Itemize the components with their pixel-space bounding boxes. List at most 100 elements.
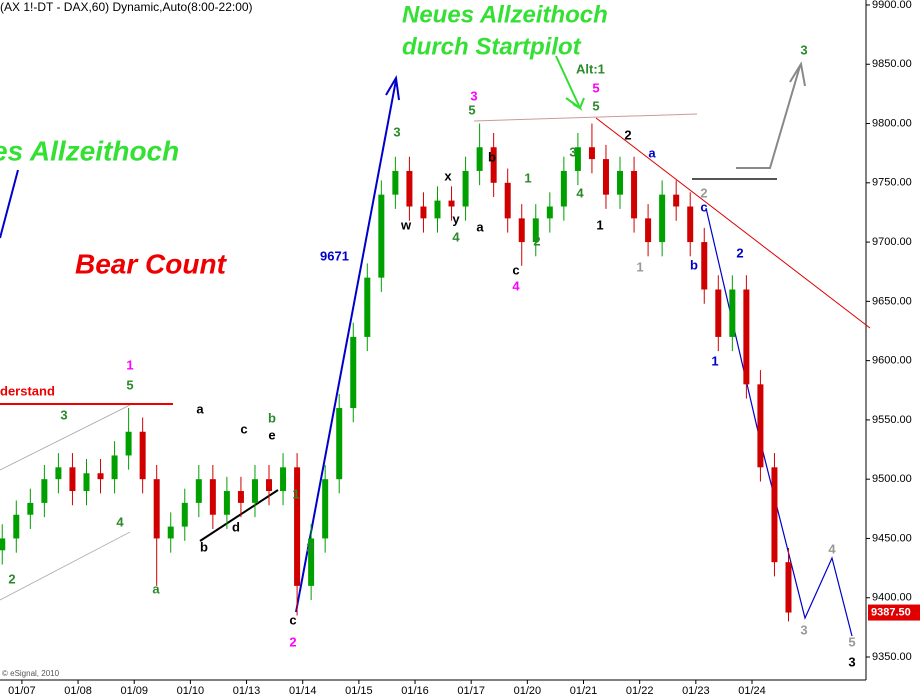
candle-body bbox=[631, 170, 638, 219]
candle-body bbox=[41, 479, 48, 503]
trend-line bbox=[199, 489, 279, 542]
annotation: a bbox=[152, 581, 160, 596]
candle-body bbox=[673, 194, 680, 207]
candle-body bbox=[83, 473, 90, 492]
candle-body bbox=[518, 218, 525, 243]
y-tick-label: 9700.00 bbox=[872, 236, 912, 248]
arrow-head bbox=[789, 61, 806, 87]
candle-body bbox=[785, 562, 792, 613]
x-tick-label: 01/16 bbox=[401, 685, 429, 697]
candle-body bbox=[546, 206, 553, 219]
candle-body bbox=[55, 467, 62, 480]
candle-body bbox=[223, 491, 230, 515]
candle-body bbox=[406, 170, 413, 207]
chart-title: (AX 1!-DT - DAX,60) Dynamic,Auto(8:00-22… bbox=[0, 0, 253, 14]
annotation: e bbox=[268, 427, 275, 442]
candle-body bbox=[617, 170, 624, 195]
channel-line bbox=[0, 531, 131, 601]
annotation: 2 bbox=[306, 539, 313, 554]
candle-body bbox=[476, 147, 483, 171]
x-tick-label: 01/13 bbox=[233, 685, 261, 697]
x-tick-label: 01/15 bbox=[345, 685, 373, 697]
annotation: 3 bbox=[470, 88, 477, 103]
annotation: x bbox=[444, 168, 452, 183]
annotation: 5 bbox=[592, 98, 599, 113]
annotation: 2 bbox=[736, 245, 743, 260]
trend-line bbox=[0, 169, 19, 239]
y-tick-label: 9750.00 bbox=[872, 177, 912, 189]
candle-body bbox=[167, 526, 174, 539]
annotation: 3 bbox=[393, 124, 400, 139]
y-tick-label: 9550.00 bbox=[872, 414, 912, 426]
x-tick-label: 01/09 bbox=[120, 685, 148, 697]
candle-body bbox=[69, 467, 76, 492]
annotation: c bbox=[240, 421, 247, 436]
y-tick-label: 9500.00 bbox=[872, 473, 912, 485]
y-tick-label: 9900.00 bbox=[872, 0, 912, 11]
annotation: es Allzeithoch bbox=[0, 135, 179, 166]
candle-body bbox=[0, 538, 6, 551]
candle-body bbox=[308, 538, 315, 586]
candle-body bbox=[701, 242, 708, 290]
channel-line bbox=[0, 404, 131, 471]
annotation: b bbox=[690, 257, 698, 272]
annotation: 1 bbox=[126, 357, 133, 372]
x-tick-label: 01/21 bbox=[570, 685, 598, 697]
annotation: 1 bbox=[596, 217, 603, 232]
top-line bbox=[473, 113, 698, 122]
x-tick-label: 01/07 bbox=[8, 685, 36, 697]
candle-body bbox=[588, 147, 595, 160]
y-tick-label: 9850.00 bbox=[872, 58, 912, 70]
candle-body bbox=[687, 206, 694, 243]
candle-body bbox=[715, 289, 722, 337]
candle-body bbox=[659, 194, 666, 243]
candle-body bbox=[771, 467, 778, 563]
arrow-head bbox=[572, 97, 585, 110]
annotation: 3 bbox=[848, 654, 855, 669]
annotation: b bbox=[200, 539, 208, 554]
annotation: derstand bbox=[0, 383, 55, 398]
annotation: 3 bbox=[569, 144, 576, 159]
candle-body bbox=[125, 431, 132, 456]
x-tick-label: 01/10 bbox=[177, 685, 205, 697]
candle-body bbox=[490, 147, 497, 183]
annotation: 4 bbox=[116, 514, 124, 529]
projection bbox=[705, 207, 853, 637]
candle-body bbox=[645, 218, 652, 243]
annotation: a bbox=[648, 145, 656, 160]
annotation: 5 bbox=[126, 377, 133, 392]
y-tick-label: 9800.00 bbox=[872, 117, 912, 129]
candle-body bbox=[560, 170, 567, 207]
annotation: 4 bbox=[452, 229, 460, 244]
y-tick-label: 9400.00 bbox=[872, 592, 912, 604]
drawings bbox=[0, 55, 871, 637]
annotation: durch Startpilot bbox=[402, 33, 582, 60]
annotation: 4 bbox=[828, 541, 836, 556]
last-price-box bbox=[868, 604, 920, 621]
annotation: 2 bbox=[8, 571, 15, 586]
annotation: 1 bbox=[711, 353, 718, 368]
candle-body bbox=[27, 502, 34, 515]
x-tick-label: 01/17 bbox=[457, 685, 485, 697]
candle-body bbox=[420, 206, 427, 219]
annotation: 4 bbox=[512, 278, 520, 293]
x-tick-label: 01/20 bbox=[514, 685, 542, 697]
candle-body bbox=[251, 479, 258, 503]
annotation: 3 bbox=[800, 622, 807, 637]
annotation: © eSignal, 2010 bbox=[2, 669, 60, 678]
annotation: c bbox=[700, 199, 707, 214]
annotation: w bbox=[400, 217, 412, 232]
y-tick-label: 9350.00 bbox=[872, 651, 912, 663]
annotation: 1 bbox=[636, 259, 643, 274]
candle-body bbox=[448, 200, 455, 207]
annotation: 5 bbox=[848, 634, 855, 649]
candle-body bbox=[111, 455, 118, 480]
candle-body bbox=[462, 170, 469, 207]
trend-line bbox=[295, 79, 397, 613]
annotation: 1 bbox=[292, 486, 299, 501]
annotation: d bbox=[232, 519, 240, 534]
candle-body bbox=[322, 479, 329, 539]
y-tick-label: 9600.00 bbox=[872, 355, 912, 367]
